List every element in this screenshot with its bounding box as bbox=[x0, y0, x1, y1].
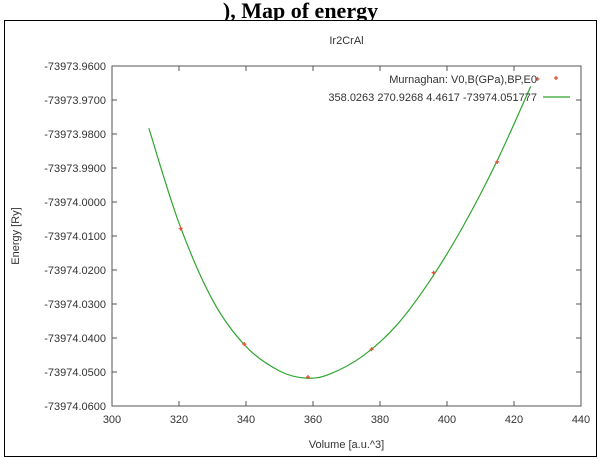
y-tick-label: -73973.9600 bbox=[44, 61, 106, 73]
x-tick-label: 320 bbox=[170, 414, 188, 426]
energy-volume-chart: Ir2CrAl -73973.9600 -73973.9700 -73973.980… bbox=[10, 35, 590, 451]
data-point bbox=[305, 375, 310, 380]
y-axis-label: Energy [Ry] bbox=[10, 207, 22, 264]
plot-border bbox=[111, 65, 582, 407]
header-text: ), Map of energy bbox=[222, 0, 379, 23]
chart-title: Ir2CrAl bbox=[329, 35, 363, 47]
y-tick-label: -73973.9700 bbox=[44, 95, 106, 107]
legend: Murnaghan: V0,B(GPa),BP,E0 358.0263 270.… bbox=[328, 74, 570, 104]
y-tick-label: -73974.0200 bbox=[44, 265, 106, 277]
data-point bbox=[369, 347, 374, 352]
murnaghan-fit-line bbox=[148, 86, 532, 379]
x-tick-label: 380 bbox=[371, 414, 389, 426]
y-tick-label: -73974.0300 bbox=[44, 299, 106, 311]
y-tick-label: -73974.0400 bbox=[44, 333, 106, 345]
y-tick-label: -73973.9800 bbox=[44, 129, 106, 141]
y-tick-label: -73974.0500 bbox=[44, 367, 106, 379]
x-tick-label: 360 bbox=[304, 414, 322, 426]
x-tick-label: 340 bbox=[237, 414, 255, 426]
legend-marker-points bbox=[554, 76, 558, 80]
data-point bbox=[242, 342, 247, 347]
legend-label-0: Murnaghan: V0,B(GPa),BP,E0 bbox=[389, 74, 537, 86]
x-axis-label: Volume [a.u.^3] bbox=[309, 439, 385, 451]
y-tick-label: -73973.9900 bbox=[44, 163, 106, 175]
data-point bbox=[535, 76, 540, 81]
chart-frame: Ir2CrAl -73973.9600 -73973.9700 -73973.980… bbox=[4, 20, 597, 457]
data-point bbox=[178, 226, 183, 231]
data-point bbox=[431, 270, 436, 275]
x-tick-label: 300 bbox=[103, 414, 121, 426]
y-tick-label: -73974.0000 bbox=[44, 197, 106, 209]
y-tick-label: -73974.0600 bbox=[44, 401, 106, 413]
x-tick-label: 400 bbox=[438, 414, 456, 426]
x-tick-label: 440 bbox=[572, 414, 590, 426]
y-tick-label: -73974.0100 bbox=[44, 231, 106, 243]
data-point bbox=[495, 159, 500, 164]
x-tick-label: 420 bbox=[505, 414, 523, 426]
legend-label-1: 358.0263 270.9268 4.4617 -73974.051777 bbox=[328, 92, 537, 104]
